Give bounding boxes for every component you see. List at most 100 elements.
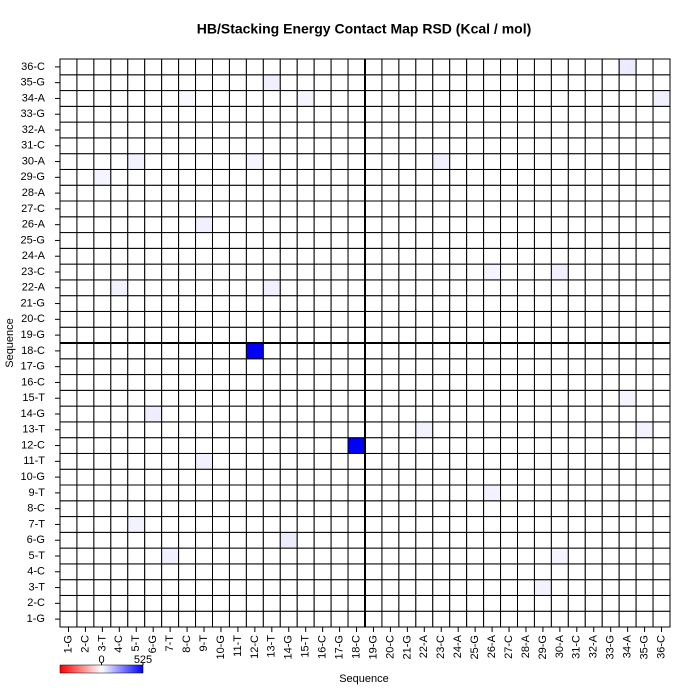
cell [195, 484, 214, 502]
cell [415, 452, 434, 470]
cell [110, 279, 129, 297]
cell [466, 232, 485, 249]
cell [432, 468, 451, 486]
cell [144, 500, 163, 518]
cell [245, 437, 264, 454]
cell [144, 90, 163, 107]
cell [212, 121, 230, 139]
cell [364, 579, 383, 596]
cell [500, 153, 518, 170]
cell [635, 247, 654, 265]
cell [262, 247, 281, 265]
cell [245, 579, 264, 596]
cell [296, 137, 315, 155]
cell [466, 531, 485, 549]
cell [550, 121, 569, 139]
cell [567, 200, 586, 218]
cell [313, 184, 332, 202]
cell [483, 547, 502, 565]
cell [381, 216, 400, 234]
cell [500, 216, 518, 234]
cell [364, 342, 383, 360]
cell [212, 295, 230, 312]
cell [279, 310, 298, 328]
cell [76, 547, 95, 565]
cell [296, 531, 315, 549]
cell [93, 579, 112, 596]
cell [533, 547, 552, 565]
cell [500, 121, 518, 139]
cell [567, 90, 586, 107]
cell [449, 326, 468, 344]
cell [127, 452, 146, 470]
cell [483, 484, 502, 502]
cell [652, 437, 671, 454]
cell [466, 500, 485, 518]
cell [262, 279, 281, 297]
cell [584, 232, 603, 249]
cell [601, 484, 620, 502]
cell [381, 452, 400, 470]
cell [262, 168, 281, 186]
cell [245, 374, 264, 391]
cell [161, 358, 180, 376]
cell [76, 484, 95, 502]
cell [601, 247, 620, 265]
cell [449, 484, 468, 502]
cell [330, 389, 349, 407]
cell [364, 484, 383, 502]
cell [483, 437, 502, 454]
cell [517, 374, 535, 391]
cell [500, 263, 518, 281]
cell [652, 579, 671, 596]
cell [161, 310, 180, 328]
cell [76, 516, 95, 533]
cell [550, 58, 569, 76]
cell [500, 310, 518, 328]
cell [161, 563, 180, 581]
cell [228, 610, 247, 628]
cell [618, 90, 637, 107]
cell [313, 547, 332, 565]
cell [76, 121, 95, 139]
cell [449, 547, 468, 565]
cell [347, 58, 366, 76]
x-tick-label: 25-G [469, 635, 481, 659]
cell [635, 58, 654, 76]
cell [550, 421, 569, 439]
cell [347, 232, 366, 249]
cell [449, 452, 468, 470]
cell [76, 500, 95, 518]
cell [550, 452, 569, 470]
cell [330, 121, 349, 139]
cell [449, 531, 468, 549]
cell [296, 184, 315, 202]
cell [584, 74, 603, 92]
cell [483, 563, 502, 581]
cell [93, 421, 112, 439]
cell [330, 232, 349, 249]
cell [364, 216, 383, 234]
cell [347, 310, 366, 328]
x-tick-label: 19-G [367, 635, 379, 659]
cell [245, 531, 264, 549]
cell [550, 263, 569, 281]
y-tick-label: 21-G [21, 297, 45, 309]
cell [567, 531, 586, 549]
cell [245, 516, 264, 533]
cell [415, 610, 434, 628]
x-tick-label: 24-A [452, 634, 464, 658]
cell [483, 405, 502, 423]
cell [296, 58, 315, 76]
cell [364, 295, 383, 312]
cell [517, 484, 535, 502]
cell [567, 247, 586, 265]
cell [228, 547, 247, 565]
cell [500, 484, 518, 502]
cell [567, 74, 586, 92]
cell [601, 547, 620, 565]
cell [652, 184, 671, 202]
cell [415, 594, 434, 612]
cell [59, 279, 78, 297]
cell [296, 468, 315, 486]
